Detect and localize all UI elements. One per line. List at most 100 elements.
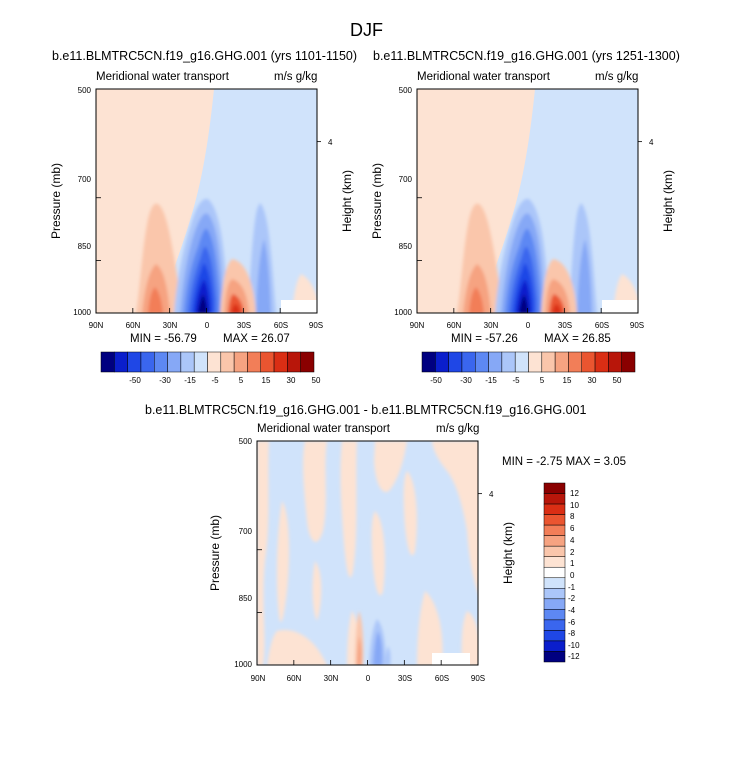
panel3-cb-label: -2	[568, 594, 576, 603]
panel1-left-string: Meridional water transport	[96, 71, 229, 83]
panel3-cb-label: -1	[568, 583, 576, 592]
panel3-ytick: 500	[238, 437, 252, 446]
positive-patch	[374, 441, 407, 492]
colorbar-swatch	[461, 351, 476, 373]
panel1-cb-label: -50	[129, 376, 141, 385]
panel2-ytick: 1000	[394, 308, 412, 317]
panel2-xtick: 90S	[629, 321, 645, 330]
colorbar-swatch	[180, 351, 195, 373]
colorbar-swatch	[127, 351, 142, 373]
panel2-left-string: Meridional water transport	[417, 71, 550, 83]
panel3-ytick-right: 4	[489, 490, 494, 499]
nh-positive-lobe-3	[469, 287, 484, 313]
missing-data-block	[432, 653, 470, 665]
panel3-plot	[256, 440, 482, 666]
panel2-cb-label: 5	[539, 376, 545, 385]
panel3-cb-label: 6	[570, 524, 575, 533]
panel2-min-label: MIN = -57.26	[451, 333, 518, 345]
panel3-cb-label: -8	[568, 629, 576, 638]
colorbar-swatch	[448, 351, 463, 373]
missing-data-block	[281, 300, 317, 313]
colorbar-swatch	[421, 351, 436, 373]
panel3-cb-label: 8	[570, 512, 575, 521]
panel3-contours	[257, 441, 478, 665]
panel3-xtick: 60S	[434, 674, 450, 683]
colorbar-swatch	[114, 351, 128, 373]
negative-region	[257, 441, 478, 665]
panel1-cb-label: -30	[159, 376, 171, 385]
colorbar-swatch	[554, 351, 569, 373]
colorbar-swatch	[581, 351, 596, 373]
colorbar-swatch	[543, 609, 566, 621]
panel1-ytick-right: 4	[328, 138, 333, 147]
panel3-title: b.e11.BLMTRC5CN.f19_g16.GHG.001 - b.e11.…	[145, 403, 587, 417]
colorbar-swatch	[207, 351, 222, 373]
positive-patch	[371, 511, 385, 596]
positive-patch	[432, 441, 478, 593]
panel2-xtick: 30S	[557, 321, 573, 330]
colorbar-swatch	[543, 493, 566, 505]
panel2-colorbar	[421, 351, 636, 373]
positive-patch	[276, 501, 290, 622]
colorbar-swatch	[475, 351, 489, 373]
panel1-colorbar	[100, 351, 315, 373]
colorbar-swatch	[621, 351, 636, 373]
panel1-contours	[96, 89, 317, 313]
colorbar-swatch	[154, 351, 168, 373]
panel1-xtick: 90N	[88, 321, 104, 330]
panel1-xtick: 30N	[162, 321, 178, 330]
panel1-cb-label: -5	[211, 376, 219, 385]
panel1-ytick: 500	[77, 86, 91, 95]
panel2-ytick: 700	[398, 175, 412, 184]
colorbar-swatch	[435, 351, 449, 373]
panel3-cb-label: 4	[570, 536, 575, 545]
panel2-max-label: MAX = 26.85	[544, 333, 611, 345]
panel1-xtick: 60S	[273, 321, 289, 330]
panel3-cb-label: 10	[570, 501, 579, 510]
colorbar-swatch	[543, 556, 566, 568]
panel1-title: b.e11.BLMTRC5CN.f19_g16.GHG.001 (yrs 110…	[52, 49, 358, 63]
sh-positive-lobe-3	[549, 294, 565, 313]
panel1-cb-label: -15	[184, 376, 196, 385]
panel3-cb-label: 12	[570, 489, 579, 498]
negative-feature-core	[373, 631, 383, 665]
panel2-cb-label: -15	[485, 376, 497, 385]
colorbar-swatch	[543, 524, 566, 536]
panel2-xtick: 0	[525, 321, 531, 330]
positive-patch	[461, 611, 478, 665]
panel1-plot	[95, 88, 321, 314]
panel1-ytick: 1000	[73, 308, 91, 317]
positive-patch	[403, 471, 417, 556]
positive-patch	[303, 441, 327, 542]
panel1-xtick: 30S	[236, 321, 252, 330]
colorbar-swatch	[543, 482, 566, 494]
panel3-minmax-label: MIN = -2.75 MAX = 3.05	[502, 456, 627, 468]
panel2-xtick: 90N	[409, 321, 425, 330]
panel3-cb-label: 0	[570, 571, 575, 580]
panel3-ytick: 700	[238, 527, 252, 536]
panel1-xtick: 0	[204, 321, 210, 330]
colorbar-swatch	[193, 351, 208, 373]
colorbar-swatch	[543, 598, 566, 610]
colorbar-swatch	[100, 351, 115, 373]
panel1-min-label: MIN = -56.79	[130, 333, 197, 345]
panel2-cb-label: 15	[562, 376, 572, 385]
panel3-ytick: 850	[238, 594, 252, 603]
colorbar-swatch	[608, 351, 622, 373]
colorbar-swatch	[260, 351, 275, 373]
panel3-xtick: 60N	[286, 674, 302, 683]
colorbar-swatch	[543, 640, 566, 652]
panel3-xtick: 0	[365, 674, 371, 683]
colorbar-swatch	[543, 514, 566, 526]
tropical-negative-core	[519, 294, 528, 313]
panel1-ytick: 850	[77, 242, 91, 251]
panel2-right-string: m/s g/kg	[595, 71, 639, 83]
colorbar-swatch	[543, 630, 566, 642]
sh-positive-lobe-4	[231, 304, 240, 313]
colorbar-swatch	[568, 351, 582, 373]
panel3-xtick: 90S	[470, 674, 486, 683]
colorbar-swatch	[543, 566, 566, 579]
colorbar-swatch	[300, 351, 315, 373]
panel3-cb-label: -4	[568, 606, 576, 615]
panel1-max-label: MAX = 26.07	[223, 333, 290, 345]
